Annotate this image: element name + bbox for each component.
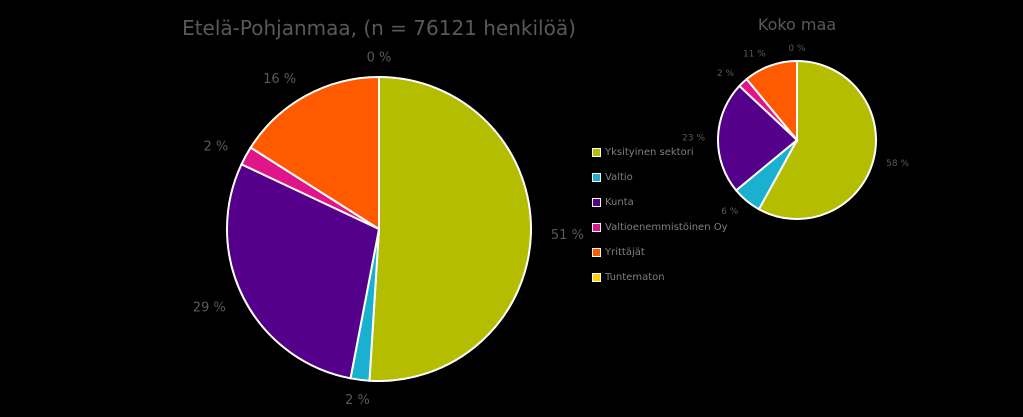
data-label-tuntematon: 0 %	[788, 44, 806, 54]
legend-label: Tuntematon	[605, 272, 665, 283]
legend-item-yrittajat: Yrittäjät	[592, 240, 728, 265]
chart-title-koko-maa: Koko maa	[758, 15, 836, 34]
legend-label: Yrittäjät	[605, 247, 645, 258]
legend-swatch	[592, 223, 601, 232]
legend-swatch	[592, 148, 601, 157]
data-label-yksityinen-sektori: 58 %	[886, 159, 909, 169]
pie-koko-maa: 58 % 6 % 23 % 2 % 11 % 0 %	[682, 44, 909, 220]
slice-yrittajat	[249, 75, 380, 231]
legend-swatch	[592, 273, 601, 282]
chart-title-etela-pohjanmaa: Etelä-Pohjanmaa, (n = 76121 henkilöä)	[182, 16, 576, 40]
legend-swatch	[592, 173, 601, 182]
data-label-kunta: 23 %	[682, 133, 705, 143]
slice-yksityinen-sektori	[757, 59, 877, 220]
data-label-yksityinen-sektori: 51 %	[551, 228, 584, 243]
slice-kunta	[717, 84, 799, 192]
slice-kunta	[226, 162, 381, 380]
legend: Yksityinen sektori Valtio Kunta Valtioenemm…	[592, 140, 728, 290]
legend-item-tuntematon: Tuntematon	[592, 265, 728, 290]
legend-item-valtio: Valtio	[592, 165, 728, 190]
data-label-valtioenemmistoinen-oy: 2 %	[204, 140, 229, 155]
legend-item-kunta: Kunta	[592, 190, 728, 215]
legend-label: Valtio	[605, 172, 633, 183]
legend-swatch	[592, 198, 601, 207]
legend-swatch	[592, 248, 601, 257]
legend-item-valtioenemmistoinen-oy: Valtioenemmistöinen Oy	[592, 215, 728, 240]
data-label-valtio: 6 %	[721, 207, 739, 217]
data-label-valtio: 2 %	[345, 393, 370, 408]
legend-label: Valtioenemmistöinen Oy	[605, 222, 728, 233]
data-label-tuntematon: 0 %	[367, 51, 392, 66]
slice-yksityinen-sektori	[368, 75, 532, 382]
data-label-kunta: 29 %	[193, 301, 226, 316]
data-label-yrittajat: 16 %	[263, 72, 296, 87]
pie-etela-pohjanmaa: 51 % 2 % 29 % 2 % 16 % 0 %	[193, 51, 584, 409]
data-label-yrittajat: 11 %	[743, 50, 766, 60]
legend-item-yksityinen-sektori: Yksityinen sektori	[592, 140, 728, 165]
legend-label: Yksityinen sektori	[605, 147, 694, 158]
data-label-valtioenemmistoinen-oy: 2 %	[717, 69, 735, 79]
legend-label: Kunta	[605, 197, 634, 208]
